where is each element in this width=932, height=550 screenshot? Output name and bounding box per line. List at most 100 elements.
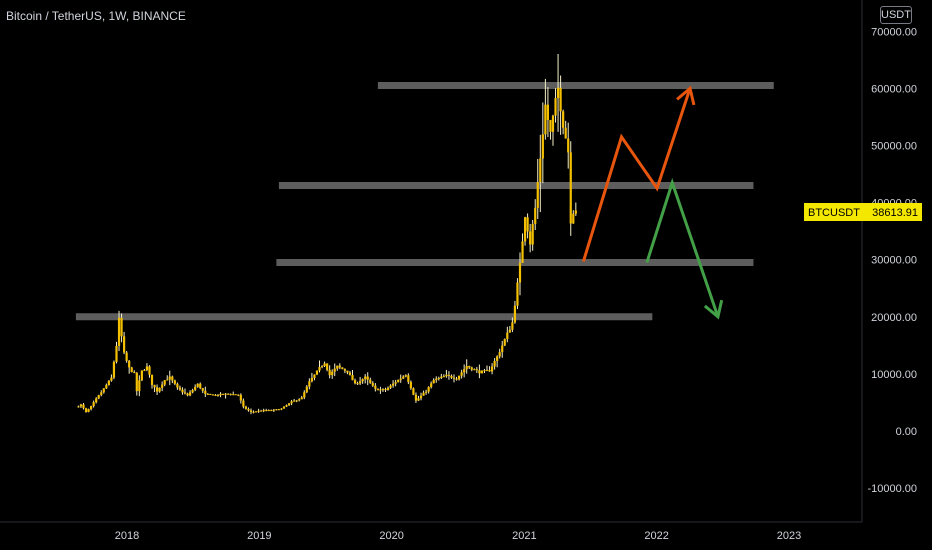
candle-body <box>409 381 412 389</box>
horizontal-levels <box>75 82 774 321</box>
candle-body <box>120 317 123 337</box>
candle-body <box>90 406 93 410</box>
candle-body <box>427 387 430 392</box>
candle-body <box>138 380 141 392</box>
candle-body <box>265 410 268 412</box>
candle-body <box>353 380 357 384</box>
candle-body <box>496 356 499 361</box>
candle-body <box>412 388 415 395</box>
candle-body <box>404 375 407 377</box>
candle-body <box>150 374 154 385</box>
candle-body <box>526 217 529 232</box>
candle-body <box>224 393 227 395</box>
candle-body <box>417 398 420 401</box>
candle-body <box>559 87 562 112</box>
candle-body <box>455 378 458 380</box>
candle-body <box>173 380 176 384</box>
candle-body <box>87 409 90 412</box>
candle-body <box>145 366 149 371</box>
candle-body <box>77 406 80 408</box>
candle-body <box>346 370 349 373</box>
bullish-projection-path[interactable] <box>582 87 692 262</box>
candle-body <box>257 410 260 412</box>
candle-body <box>371 382 374 386</box>
candlesticks <box>77 53 577 415</box>
y-tick-label: 0.00 <box>896 426 917 438</box>
candle-body <box>480 370 484 374</box>
candle-body <box>315 370 319 375</box>
candle-body <box>122 336 126 353</box>
candle-body <box>485 370 489 372</box>
candle-body <box>191 389 194 393</box>
candle-body <box>361 379 364 382</box>
candle-body <box>333 368 336 372</box>
candle-body <box>196 383 199 387</box>
candle-body <box>364 376 367 380</box>
candle-body <box>541 134 544 159</box>
candle-body <box>92 402 95 407</box>
bearish-projection-path[interactable] <box>645 177 720 318</box>
candle-body <box>186 393 189 396</box>
candle-body <box>244 406 248 409</box>
candle-body <box>211 394 215 396</box>
candle-body <box>544 104 547 135</box>
candle-body <box>341 367 344 370</box>
candle-body <box>287 403 291 406</box>
bearish-projection-arrowhead <box>703 299 724 320</box>
price-tag-background <box>804 203 922 221</box>
currency-badge[interactable]: USDT <box>880 6 912 24</box>
candle-body <box>508 329 511 333</box>
candle-body <box>493 360 496 367</box>
candle-body <box>221 393 225 395</box>
candle-body <box>331 371 334 376</box>
candle-body <box>310 377 313 382</box>
y-tick-label: -10000.00 <box>867 483 917 495</box>
candle-body <box>125 352 128 361</box>
candle-body <box>155 387 159 392</box>
candle-body <box>567 138 570 153</box>
candle-body <box>293 400 296 402</box>
candle-body <box>546 104 550 121</box>
candle-body <box>313 374 316 378</box>
candle-body <box>112 361 116 378</box>
candle-body <box>554 98 557 116</box>
candle-body <box>318 367 321 371</box>
candle-body <box>516 282 519 306</box>
candle-body <box>343 369 346 371</box>
candle-body <box>366 376 369 380</box>
x-tick-label: 2020 <box>379 530 403 542</box>
candle-body <box>518 262 522 283</box>
x-tick-label: 2019 <box>247 530 271 542</box>
price-tag-symbol: BTCUSDT <box>808 207 860 219</box>
candle-body <box>419 395 423 399</box>
candle-body <box>488 370 491 372</box>
candle-body <box>534 207 537 224</box>
candle-body <box>272 409 275 411</box>
candle-body <box>389 385 392 388</box>
candle-body <box>239 394 242 401</box>
y-tick-label: 60000.00 <box>871 83 917 95</box>
candle-body <box>280 408 283 410</box>
candle-body <box>336 365 339 369</box>
candle-body <box>386 387 390 390</box>
candle-body <box>277 409 281 411</box>
candle-body <box>105 385 108 389</box>
candle-body <box>153 384 156 388</box>
candle-body <box>506 332 509 340</box>
candle-body <box>450 375 453 378</box>
candle-body <box>369 379 372 383</box>
candle-body <box>447 374 451 376</box>
candle-body <box>303 392 306 398</box>
y-axis-tick-labels: 70000.0060000.0050000.0040000.0030000.00… <box>867 26 917 495</box>
candle-body <box>326 363 329 370</box>
candle-body <box>551 115 555 132</box>
x-tick-label: 2022 <box>644 530 668 542</box>
candle-body <box>181 389 184 393</box>
candle-body <box>564 127 567 139</box>
candle-body <box>407 375 410 382</box>
candle-body <box>97 395 100 399</box>
candle-body <box>308 381 311 387</box>
candle-body <box>569 152 572 224</box>
candle-body <box>183 392 187 394</box>
